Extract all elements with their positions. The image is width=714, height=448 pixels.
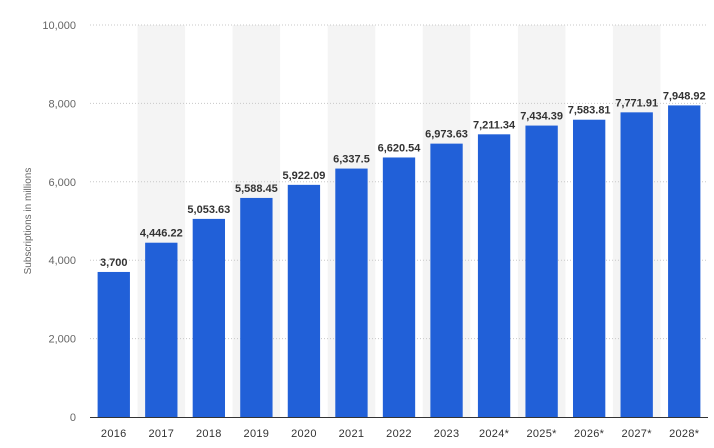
x-tick-label: 2024* bbox=[479, 428, 510, 440]
y-tick-label: 0 bbox=[70, 412, 76, 424]
data-labels: 3,700 4,446.22 5,053.63 5,588.45 5,922.09 6,3… bbox=[100, 90, 706, 269]
x-tick-label: 2022 bbox=[386, 428, 412, 440]
bar bbox=[287, 184, 321, 417]
bar bbox=[240, 197, 273, 417]
y-tick-label: 6,000 bbox=[48, 177, 76, 189]
bar bbox=[430, 143, 463, 417]
data-label: 6,973.63 bbox=[425, 129, 468, 141]
bar bbox=[620, 112, 653, 417]
data-label: 5,053.63 bbox=[187, 204, 230, 216]
bar bbox=[192, 218, 226, 417]
bar bbox=[477, 134, 511, 417]
data-label: 7,583.81 bbox=[568, 105, 611, 117]
x-tick-label: 2016 bbox=[101, 428, 127, 440]
x-tick-label: 2025* bbox=[526, 428, 557, 440]
y-tick-label: 2,000 bbox=[48, 334, 76, 346]
data-label: 5,922.09 bbox=[283, 170, 326, 182]
data-label: 7,948.92 bbox=[663, 90, 706, 102]
y-tick-label: 8,000 bbox=[48, 98, 76, 110]
x-tick-label: 2021 bbox=[339, 428, 365, 440]
x-tick-label: 2019 bbox=[244, 428, 270, 440]
x-tick-label: 2023 bbox=[434, 428, 460, 440]
bar bbox=[382, 157, 416, 417]
bar bbox=[97, 271, 130, 417]
data-label: 5,588.45 bbox=[235, 183, 278, 195]
bar bbox=[572, 119, 606, 417]
bars bbox=[97, 105, 701, 418]
x-tick-label: 2018 bbox=[196, 428, 222, 440]
y-tick-label: 4,000 bbox=[48, 255, 76, 267]
bar bbox=[525, 125, 558, 418]
y-axis-ticks: 0 2,000 4,000 6,000 8,000 10,000 bbox=[42, 20, 76, 424]
data-label: 4,446.22 bbox=[140, 228, 183, 240]
data-label: 7,434.39 bbox=[520, 111, 563, 123]
x-tick-label: 2020 bbox=[291, 428, 317, 440]
x-tick-label: 2027* bbox=[622, 428, 653, 440]
data-label: 6,337.5 bbox=[333, 154, 370, 166]
data-label: 7,211.34 bbox=[473, 119, 516, 131]
x-axis-ticks: 2016 2017 2018 2019 2020 2021 2022 2023 2024* 202… bbox=[101, 428, 700, 440]
data-label: 3,700 bbox=[100, 257, 128, 269]
y-tick-label: 10,000 bbox=[42, 20, 76, 32]
bar bbox=[145, 242, 178, 417]
data-label: 6,620.54 bbox=[378, 142, 422, 154]
x-tick-label: 2028* bbox=[669, 428, 700, 440]
bar bbox=[335, 168, 368, 417]
x-tick-label: 2017 bbox=[148, 428, 174, 440]
y-axis-label: Subscriptions in millions bbox=[23, 168, 34, 275]
data-label: 7,771.91 bbox=[615, 97, 658, 109]
x-tick-label: 2026* bbox=[574, 428, 605, 440]
bar bbox=[668, 105, 701, 417]
